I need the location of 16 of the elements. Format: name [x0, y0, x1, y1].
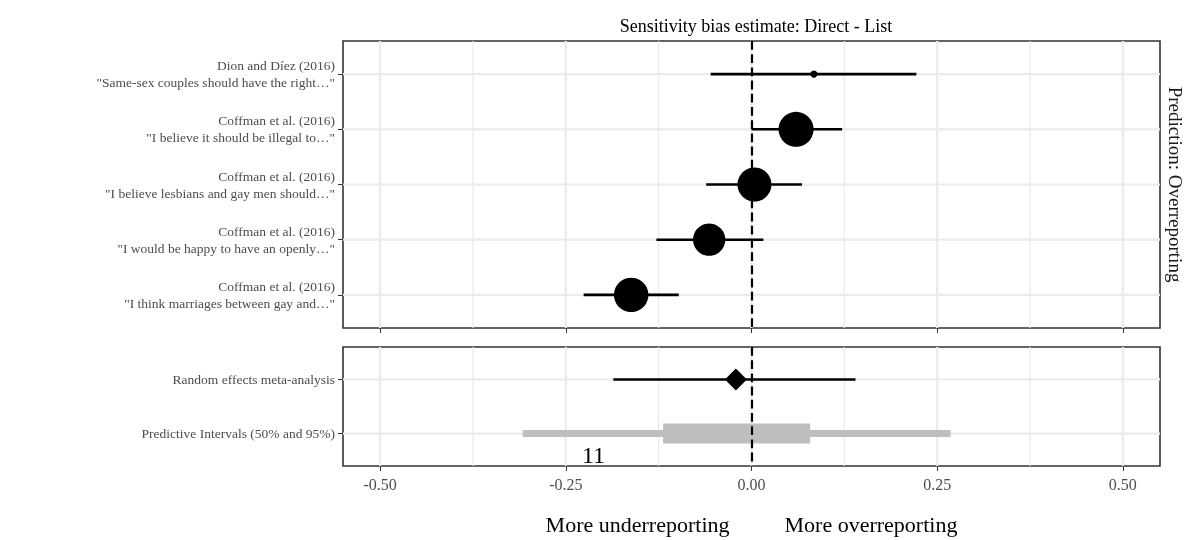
y-tick-label: Dion and Díez (2016) "Same-sex couples should have the right…" — [96, 58, 335, 91]
y-tick-label: Coffman et al. (2016) "I believe lesbians and gay men should…" — [105, 168, 335, 201]
x-tick-label: -0.25 — [549, 475, 583, 493]
annotation: 11 — [582, 442, 606, 468]
y-tick-label: Random effects meta-analysis — [172, 371, 335, 387]
y-tick-label: Coffman et al. (2016) "I would be happy to have an openly…" — [117, 223, 335, 256]
x-tick-label: 0.00 — [737, 475, 766, 493]
x-tick-label: 0.50 — [1108, 475, 1137, 493]
y-tick-label: Coffman et al. (2016) "I believe it should be illegal to…" — [146, 113, 335, 146]
y-tick-label: Coffman et al. (2016) "I think marriages between gay and…" — [124, 278, 335, 311]
chart-title: Sensitivity bias estimate: Direct - List — [619, 16, 893, 36]
text: Prediction: Overreporting — [1165, 86, 1186, 283]
x-axis-title: More underreporting More overreporting — [545, 511, 958, 537]
y-tick-label: Predictive Intervals (50% and 95%) — [141, 426, 335, 442]
x-tick-label: 0.25 — [923, 475, 952, 493]
x-tick-label: -0.50 — [363, 475, 397, 493]
